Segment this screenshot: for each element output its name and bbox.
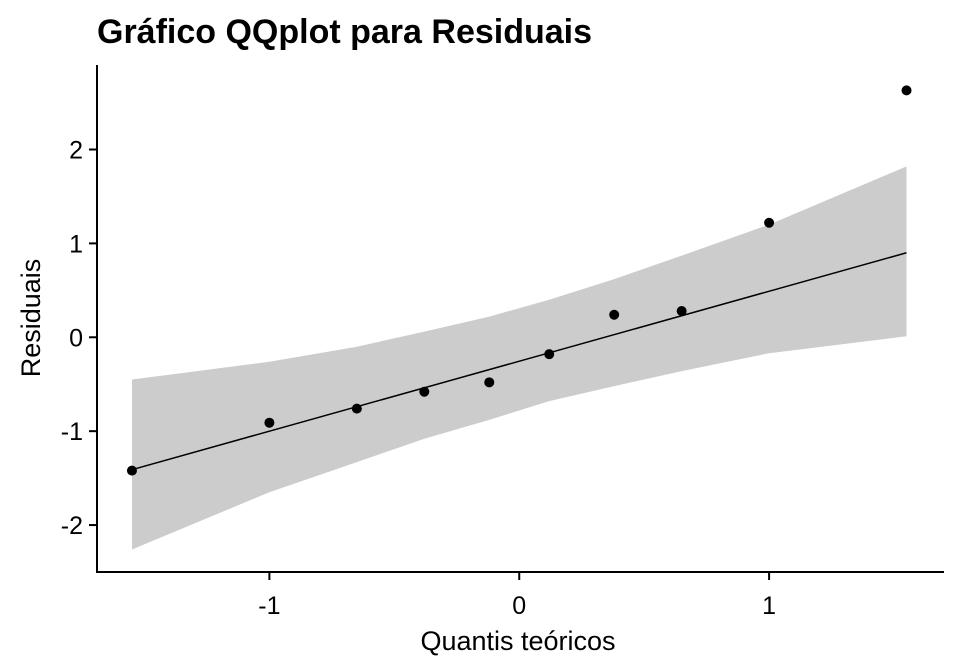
data-point xyxy=(901,85,912,96)
x-tick-label: 1 xyxy=(762,592,776,620)
y-axis-ticks: -2 -1 0 1 2 xyxy=(61,137,97,540)
confidence-band-layer xyxy=(132,166,907,550)
data-point xyxy=(126,465,137,476)
y-tick-label: 0 xyxy=(69,324,83,352)
x-axis-ticks: -1 0 1 xyxy=(258,572,776,620)
data-point xyxy=(544,349,555,360)
data-point xyxy=(484,377,495,388)
y-tick-label: 1 xyxy=(69,230,83,258)
data-point xyxy=(351,403,362,414)
reference-line-layer xyxy=(131,252,907,471)
x-tick-label: 0 xyxy=(512,592,526,620)
y-tick-label: -1 xyxy=(61,418,83,446)
chart-title: Gráfico QQplot para Residuais xyxy=(97,13,592,51)
data-point xyxy=(609,309,620,320)
data-points-layer xyxy=(126,85,912,476)
data-point xyxy=(764,217,775,228)
x-axis-label: Quantis teóricos xyxy=(420,626,615,656)
data-point xyxy=(419,386,430,397)
y-tick-label: 2 xyxy=(69,137,83,165)
data-point xyxy=(264,417,275,428)
y-axis-label: Residuais xyxy=(16,259,46,378)
y-tick-label: -2 xyxy=(61,512,83,540)
data-point xyxy=(676,305,687,316)
confidence-band xyxy=(132,166,907,550)
x-tick-label: -1 xyxy=(258,592,280,620)
qq-reference-line xyxy=(131,252,907,471)
